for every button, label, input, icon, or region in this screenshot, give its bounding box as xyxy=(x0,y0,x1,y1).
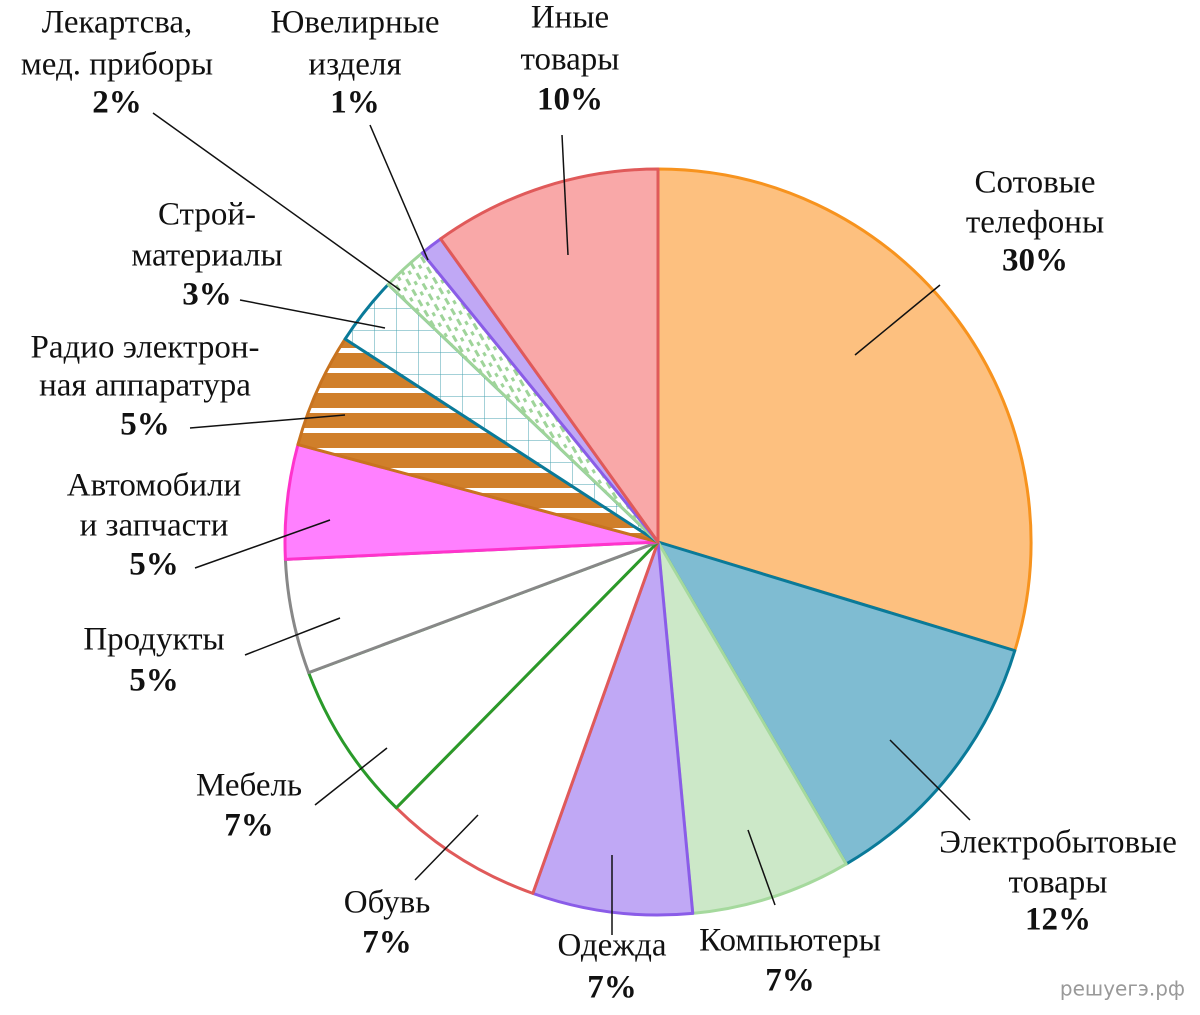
slice-label: изделя xyxy=(308,47,401,83)
slice-label: материалы xyxy=(131,238,282,274)
slice-label: Электробытовые xyxy=(939,825,1177,861)
leader-line xyxy=(152,112,401,291)
slice-label: Обувь xyxy=(344,885,431,921)
slice-label: Продукты xyxy=(83,622,224,658)
slice-label: Лекартсва, xyxy=(42,5,193,41)
slice-label: телефоны xyxy=(966,205,1104,241)
leader-line xyxy=(854,284,941,356)
slice-label: Строй- xyxy=(158,197,256,233)
leader-line xyxy=(189,414,346,429)
slice-label: ная аппаратура xyxy=(39,368,251,404)
slice-label: Ювелирные xyxy=(270,5,439,41)
slice-label: Компьютеры xyxy=(699,923,881,959)
slice-label: Сотовые xyxy=(975,165,1096,201)
leader-line xyxy=(561,134,569,256)
value-label: 10% xyxy=(537,82,603,118)
slice-label: Одежда xyxy=(557,928,666,964)
value-label: 7% xyxy=(224,808,274,844)
leader-line xyxy=(414,814,479,881)
value-label: 7% xyxy=(765,963,815,999)
value-label: 7% xyxy=(362,925,412,961)
slice-label: Автомобили xyxy=(67,468,241,504)
pie-slice xyxy=(307,540,660,810)
leader-line xyxy=(194,519,331,569)
slice-label: Радио электрон- xyxy=(31,330,260,366)
leader-line xyxy=(239,299,386,329)
value-label: 5% xyxy=(129,547,179,583)
pie-slice xyxy=(656,167,1033,653)
leader-line xyxy=(747,829,776,906)
leader-line xyxy=(244,617,341,656)
value-label: 3% xyxy=(182,277,232,313)
leader-line xyxy=(314,747,388,806)
slice-label: товары xyxy=(1009,865,1108,901)
watermark: решуегэ.рф xyxy=(1060,977,1185,1001)
slice-label: Иные xyxy=(531,0,609,36)
slice-label: мед. приборы xyxy=(21,47,213,83)
value-label: 2% xyxy=(92,85,142,121)
value-label: 7% xyxy=(587,970,637,1006)
pie-slice xyxy=(439,167,660,544)
slice-label: товары xyxy=(521,42,620,78)
leader-line xyxy=(889,739,971,821)
value-label: 30% xyxy=(1002,243,1068,279)
value-label: 1% xyxy=(330,85,380,121)
slice-label: и запчасти xyxy=(80,508,229,544)
leader-line xyxy=(369,124,429,261)
pie-slice xyxy=(394,540,660,895)
pie-slice xyxy=(656,540,1017,866)
value-label: 5% xyxy=(120,407,170,443)
value-label: 5% xyxy=(129,663,179,699)
value-label: 12% xyxy=(1025,902,1091,938)
slice-label: Мебель xyxy=(196,768,302,804)
